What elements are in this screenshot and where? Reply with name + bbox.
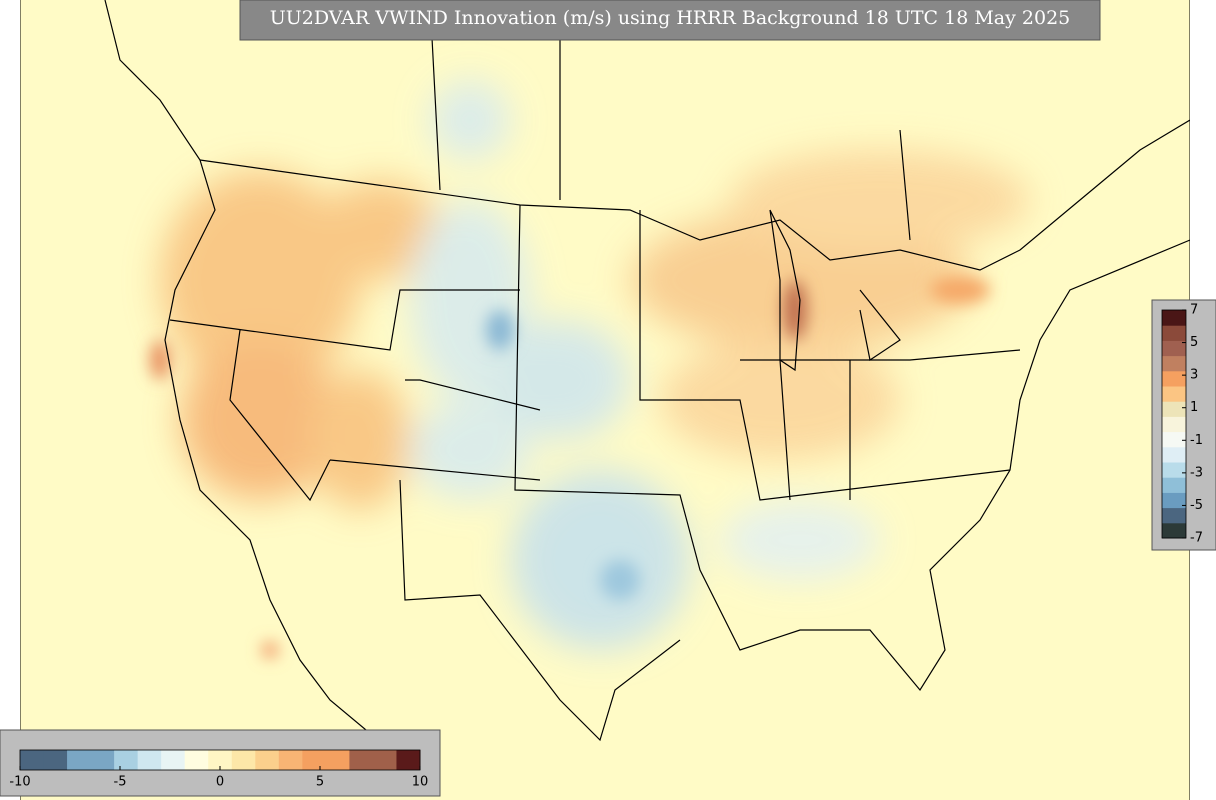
colorbar-tick-label: 0: [216, 775, 224, 790]
colorbar-segment: [1162, 446, 1186, 463]
colorbar-segment: [114, 750, 139, 770]
colorbar-segment: [1162, 370, 1186, 387]
colorbar-outline: [1161, 309, 1187, 539]
colorbar-tick-label: -7: [1190, 531, 1203, 546]
colorbar-segment: [1162, 477, 1186, 493]
colorbar-segment: [1162, 386, 1186, 402]
colorbar-tick-label: 5: [1190, 335, 1198, 350]
colorbar-segment: [1162, 462, 1186, 478]
colorbar-tick-label: -1: [1190, 433, 1203, 448]
colorbar-segment: [43, 750, 68, 770]
innovation-detail: [150, 276, 990, 658]
map-title: UU2DVAR VWIND Innovation (m/s) using HRR…: [270, 7, 1071, 29]
colorbar-segment: [161, 750, 186, 770]
colorbar-segment: [1162, 507, 1186, 524]
colorbar-tick-label: -5: [114, 775, 127, 790]
colorbar-tick-label: 5: [316, 775, 324, 790]
colorbar-segment: [325, 750, 350, 770]
colorbar-segment: [20, 750, 45, 770]
colorbar-segment: [278, 750, 303, 770]
colorbar-tick-label: 7: [1190, 303, 1198, 318]
colorbar-segment: [1162, 492, 1186, 509]
colorbar-segment: [372, 750, 397, 770]
colorbar-segment: [1162, 522, 1186, 539]
colorbar-segment: [137, 750, 162, 770]
colorbar-segment: [1162, 431, 1186, 448]
colorbar-segment: [208, 750, 233, 770]
title-box: [239, 0, 1101, 41]
colorbar-segment: [1162, 310, 1186, 326]
colorbar-tick-label: -10: [9, 775, 30, 790]
colorbar-tick-label: 3: [1190, 368, 1198, 383]
colorbar-tick-label: -5: [1190, 498, 1203, 513]
colorbar-segment: [1162, 401, 1186, 417]
colorbar-segment: [349, 750, 374, 770]
map: [20, 0, 1190, 800]
colorbar-segment: [302, 750, 327, 770]
colorbar-segment: [90, 750, 115, 770]
colorbar-segment: [67, 750, 92, 770]
boundaries: [104, 0, 1190, 791]
colorbar-segment: [255, 750, 280, 770]
colorbars: -10 -5 0 5 10 7 5 3 1 -1 -3 -5 -7: [9, 303, 1203, 790]
colorbar-segment: [1162, 416, 1186, 433]
colorbar-segment: [1162, 340, 1186, 357]
colorbar-segment: [184, 750, 209, 770]
colorbar-tick-label: -3: [1190, 465, 1203, 480]
colorbar-segment: [396, 750, 421, 770]
colorbar-segment: [1162, 325, 1186, 341]
colorbar-segment: [1162, 355, 1186, 372]
innovation-field: [160, 80, 1030, 650]
colorbar-tick-label: 10: [412, 775, 429, 790]
colorbar-tick-label: 1: [1190, 400, 1198, 415]
colorbar-segment: [231, 750, 256, 770]
